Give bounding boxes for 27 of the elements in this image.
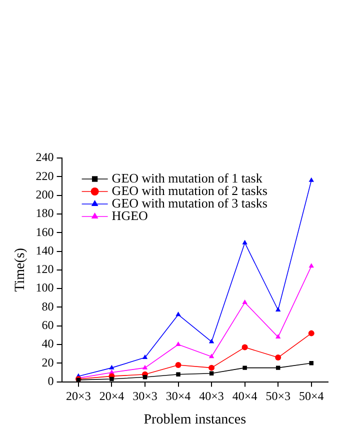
y-tick-label: 140 (36, 243, 54, 258)
x-tick-label: 20×4 (99, 389, 124, 404)
y-tick-label: 160 (36, 224, 54, 239)
x-tick-label: 50×3 (266, 389, 290, 404)
x-axis-title: Problem instances (144, 412, 246, 428)
x-tick-label: 50×4 (298, 389, 324, 404)
y-tick-label: 60 (42, 318, 54, 332)
legend-label: GEO with mutation of 1 task (112, 170, 263, 186)
x-tick-label: 40×4 (232, 389, 258, 404)
x-tick-label: 30×4 (166, 389, 191, 404)
y-tick-label: 0 (48, 374, 54, 388)
x-tick-label: 30×3 (132, 389, 158, 404)
x-tick-label: 40×3 (199, 389, 224, 404)
y-tick-label: 40 (42, 336, 54, 351)
y-tick-label: 20 (42, 355, 54, 370)
legend-label: HGEO (112, 208, 148, 223)
y-tick-label: 180 (36, 206, 54, 220)
legend-label: GEO with mutation of 2 tasks (112, 182, 268, 198)
y-axis-title: Time(s) (13, 248, 28, 292)
y-tick-label: 200 (36, 187, 54, 202)
y-tick-label: 240 (36, 150, 54, 164)
y-tick-label: 80 (42, 299, 54, 314)
y-tick-label: 220 (36, 168, 54, 183)
x-tick-label: 20×3 (66, 389, 91, 404)
legend-label: GEO with mutation of 3 tasks (112, 195, 268, 210)
y-tick-label: 120 (36, 262, 54, 276)
y-tick-label: 100 (36, 280, 54, 295)
